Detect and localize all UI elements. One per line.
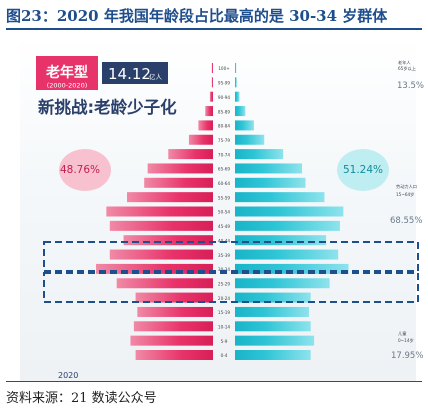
total-unit: 亿人 bbox=[149, 72, 163, 81]
male-bar-35-39 bbox=[109, 249, 213, 260]
age-label-55-59: 55-59 bbox=[218, 195, 231, 200]
male-bar-45-49 bbox=[109, 220, 213, 231]
highlight-box-20-24 bbox=[43, 272, 419, 303]
children-label-2: 0~14岁 bbox=[398, 337, 414, 344]
male-bar-5-9 bbox=[130, 335, 213, 346]
figure-title: 图23：2020 年我国年龄段占比最高的是 30-34 岁群体 bbox=[6, 7, 388, 25]
male-bar-60-64 bbox=[144, 177, 213, 188]
female-bar-50-54 bbox=[235, 206, 344, 217]
badge-box bbox=[36, 56, 98, 90]
male-bar-10-14 bbox=[133, 321, 213, 332]
age-label-0-4: 0-4 bbox=[221, 353, 228, 358]
children-summary: 儿童 0~14岁 17.95% bbox=[391, 330, 423, 361]
elderly-label-2: 65岁以上 bbox=[398, 65, 416, 72]
female-bar-10-14 bbox=[235, 321, 311, 332]
total-box bbox=[102, 62, 168, 84]
female-bar-85-89 bbox=[235, 106, 246, 117]
headline: 新挑战:老龄少子化 bbox=[38, 97, 177, 117]
age-label-5-9: 5-9 bbox=[221, 339, 228, 344]
male-bars bbox=[96, 63, 213, 360]
badge-years: (2000-2020) bbox=[47, 82, 88, 90]
female-bar-30-34 bbox=[235, 263, 349, 274]
male-bar-100+ bbox=[211, 63, 213, 73]
age-label-95-99: 95-99 bbox=[218, 81, 231, 86]
age-label-45-49: 45-49 bbox=[218, 224, 231, 229]
female-bar-25-29 bbox=[235, 278, 330, 289]
working-label-1: 劳动力人口 bbox=[396, 183, 417, 190]
male-bar-65-69 bbox=[147, 163, 213, 174]
age-label-75-79: 75-79 bbox=[218, 138, 231, 143]
age-label-50-54: 50-54 bbox=[218, 210, 231, 215]
female-bar-70-74 bbox=[235, 149, 284, 160]
infographic-panel bbox=[20, 37, 416, 381]
male-bar-50-54 bbox=[106, 206, 213, 217]
female-bar-80-84 bbox=[235, 120, 254, 131]
age-label-10-14: 10-14 bbox=[218, 325, 231, 330]
female-bars bbox=[235, 63, 349, 360]
elderly-summary: 老年人 65岁以上 13.5% bbox=[397, 59, 424, 91]
children-percentage: 17.95% bbox=[391, 351, 423, 361]
male-bubble bbox=[59, 149, 111, 191]
male-bar-15-19 bbox=[137, 306, 213, 317]
female-bar-55-59 bbox=[235, 192, 325, 203]
age-label-60-64: 60-64 bbox=[218, 181, 231, 186]
children-label-1: 儿童 bbox=[398, 330, 406, 337]
male-bar-95-99 bbox=[211, 77, 213, 88]
age-label-25-29: 25-29 bbox=[218, 281, 231, 286]
badge-label: 老年型 bbox=[46, 64, 88, 81]
female-bar-5-9 bbox=[235, 335, 315, 346]
male-bar-80-84 bbox=[198, 120, 213, 131]
female-bar-100+ bbox=[235, 63, 237, 73]
female-bar-45-49 bbox=[235, 220, 340, 231]
elderly-percentage: 13.5% bbox=[397, 81, 424, 91]
age-label-30-34: 30-34 bbox=[218, 267, 231, 272]
female-bar-95-99 bbox=[235, 77, 237, 88]
age-label-40-44: 40-44 bbox=[218, 238, 231, 243]
female-bar-0-4 bbox=[235, 350, 311, 360]
footer-rule bbox=[6, 381, 422, 382]
highlight-box-30-34 bbox=[43, 241, 419, 272]
female-percentage: 51.24% bbox=[343, 164, 383, 176]
male-bar-90-94 bbox=[209, 91, 213, 102]
male-bar-85-89 bbox=[205, 106, 213, 117]
age-label-80-84: 80-84 bbox=[218, 124, 231, 129]
elderly-label-1: 老年人 bbox=[398, 59, 411, 66]
age-label-70-74: 70-74 bbox=[218, 152, 231, 157]
male-bar-75-79 bbox=[188, 134, 213, 145]
working-label-2: 15~64岁 bbox=[396, 191, 414, 198]
male-bar-25-29 bbox=[116, 278, 213, 289]
age-label-85-89: 85-89 bbox=[218, 109, 231, 114]
female-bar-20-24 bbox=[235, 292, 311, 303]
age-label-100+: 100+ bbox=[218, 66, 230, 71]
source-note: 资料来源：21 数读公众号 bbox=[6, 391, 157, 406]
female-bar-65-69 bbox=[235, 163, 303, 174]
male-percentage: 48.76% bbox=[60, 164, 100, 176]
age-label-90-94: 90-94 bbox=[218, 95, 231, 100]
male-bar-0-4 bbox=[135, 350, 213, 360]
age-label-20-24: 20-24 bbox=[218, 296, 231, 301]
working-percentage: 68.55% bbox=[390, 216, 422, 226]
female-bar-40-44 bbox=[235, 235, 327, 246]
title-rule bbox=[6, 28, 422, 30]
female-bar-15-19 bbox=[235, 306, 309, 317]
year-label: 2020 bbox=[58, 371, 78, 380]
age-label-35-39: 35-39 bbox=[218, 253, 231, 258]
female-bar-35-39 bbox=[235, 249, 339, 260]
female-bar-75-79 bbox=[235, 134, 265, 145]
age-labels: 100+ 95-99 90-94 85-89 80-84 75-79 70-74 65-69 6… bbox=[218, 66, 231, 358]
age-label-15-19: 15-19 bbox=[218, 310, 231, 315]
male-bar-30-34 bbox=[96, 263, 213, 274]
age-label-65-69: 65-69 bbox=[218, 167, 231, 172]
male-bar-70-74 bbox=[168, 149, 213, 160]
male-bar-55-59 bbox=[127, 192, 213, 203]
female-bubble bbox=[337, 149, 389, 191]
working-summary: 劳动力人口 15~64岁 68.55% bbox=[390, 183, 422, 226]
male-bar-40-44 bbox=[123, 235, 213, 246]
male-bar-20-24 bbox=[135, 292, 213, 303]
female-bar-60-64 bbox=[235, 177, 306, 188]
total-number: 14.12 bbox=[108, 65, 151, 83]
female-bar-90-94 bbox=[235, 91, 240, 102]
